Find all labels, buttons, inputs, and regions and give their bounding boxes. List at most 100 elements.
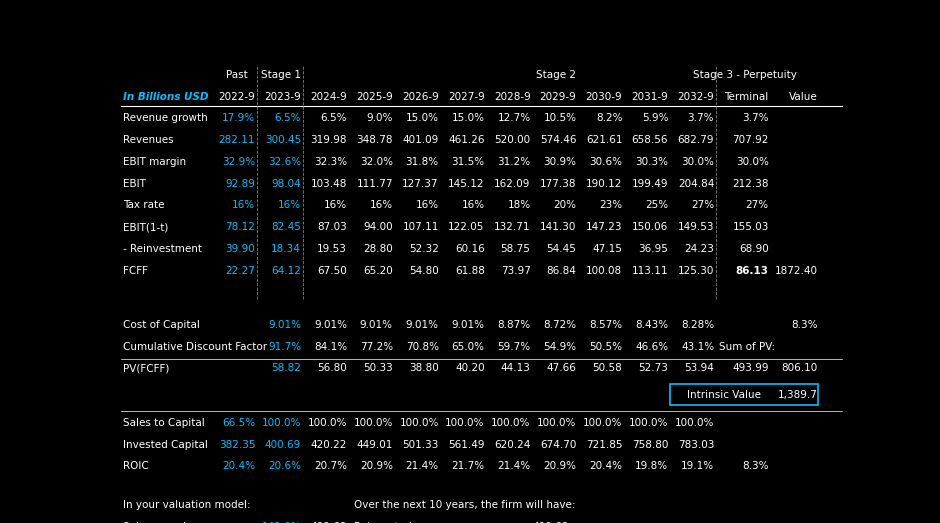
Text: 100.0%: 100.0% — [675, 418, 714, 428]
Text: 100.0%: 100.0% — [261, 418, 301, 428]
Text: 6.5%: 6.5% — [321, 113, 347, 123]
Bar — [670, 384, 818, 405]
Text: 100.0%: 100.0% — [446, 418, 485, 428]
Text: 2027-9: 2027-9 — [448, 92, 485, 101]
Text: 54.80: 54.80 — [409, 266, 439, 276]
Text: 70.8%: 70.8% — [406, 342, 439, 351]
Text: 100.0%: 100.0% — [400, 418, 439, 428]
Text: 43.1%: 43.1% — [681, 342, 714, 351]
Text: 67.50: 67.50 — [317, 266, 347, 276]
Text: 111.77: 111.77 — [356, 178, 393, 189]
Text: 54.45: 54.45 — [546, 244, 576, 254]
Text: 3.7%: 3.7% — [743, 113, 769, 123]
Text: 17.9%: 17.9% — [222, 113, 255, 123]
Text: 56.80: 56.80 — [317, 363, 347, 373]
Text: 20%: 20% — [554, 200, 576, 210]
Text: 8.57%: 8.57% — [589, 320, 622, 330]
Text: 52.32: 52.32 — [409, 244, 439, 254]
Text: 212.38: 212.38 — [732, 178, 769, 189]
Text: Sum of PV:: Sum of PV: — [718, 342, 775, 351]
Text: 103.48: 103.48 — [310, 178, 347, 189]
Text: 100.0%: 100.0% — [629, 418, 668, 428]
Text: 50.58: 50.58 — [592, 363, 622, 373]
Text: 19.8%: 19.8% — [635, 461, 668, 471]
Text: EBIT: EBIT — [122, 178, 146, 189]
Text: 2022-9: 2022-9 — [218, 92, 255, 101]
Text: 39.90: 39.90 — [226, 244, 255, 254]
Text: 2032-9: 2032-9 — [678, 92, 714, 101]
Text: 82.45: 82.45 — [272, 222, 301, 232]
Text: 449.01: 449.01 — [356, 439, 393, 450]
Text: 16%: 16% — [369, 200, 393, 210]
Text: Stage 1: Stage 1 — [261, 70, 301, 80]
Text: 674.70: 674.70 — [540, 439, 576, 450]
Text: 31.8%: 31.8% — [406, 157, 439, 167]
Text: 1872.40: 1872.40 — [775, 266, 818, 276]
Text: 300.45: 300.45 — [265, 135, 301, 145]
Text: 12.7%: 12.7% — [497, 113, 530, 123]
Text: 73.97: 73.97 — [501, 266, 530, 276]
Text: 65.20: 65.20 — [363, 266, 393, 276]
Text: 21.4%: 21.4% — [406, 461, 439, 471]
Text: 190.12: 190.12 — [586, 178, 622, 189]
Text: 58.75: 58.75 — [501, 244, 530, 254]
Text: 28.80: 28.80 — [363, 244, 393, 254]
Text: 621.61: 621.61 — [586, 135, 622, 145]
Text: 1,389.7: 1,389.7 — [777, 390, 818, 400]
Text: 30.0%: 30.0% — [682, 157, 714, 167]
Text: - Reinvestment: - Reinvestment — [122, 244, 201, 254]
Text: 92.89: 92.89 — [226, 178, 255, 189]
Text: 32.3%: 32.3% — [314, 157, 347, 167]
Text: 2029-9: 2029-9 — [540, 92, 576, 101]
Text: 64.12: 64.12 — [272, 266, 301, 276]
Text: 61.88: 61.88 — [455, 266, 485, 276]
Text: EBIT margin: EBIT margin — [122, 157, 186, 167]
Text: 47.15: 47.15 — [592, 244, 622, 254]
Text: 78.12: 78.12 — [226, 222, 255, 232]
Text: 147.23: 147.23 — [586, 222, 622, 232]
Text: 27%: 27% — [691, 200, 714, 210]
Text: 36.95: 36.95 — [638, 244, 668, 254]
Text: 18.34: 18.34 — [272, 244, 301, 254]
Text: 8.87%: 8.87% — [497, 320, 530, 330]
Text: 348.78: 348.78 — [356, 135, 393, 145]
Text: 9.01%: 9.01% — [360, 320, 393, 330]
Text: 382.35: 382.35 — [219, 439, 255, 450]
Text: 620.24: 620.24 — [494, 439, 530, 450]
Text: 132.71: 132.71 — [494, 222, 530, 232]
Text: 91.7%: 91.7% — [268, 342, 301, 351]
Text: 21.4%: 21.4% — [497, 461, 530, 471]
Text: 204.84: 204.84 — [678, 178, 714, 189]
Text: 22.27: 22.27 — [226, 266, 255, 276]
Text: 24.23: 24.23 — [684, 244, 714, 254]
Text: 9.01%: 9.01% — [406, 320, 439, 330]
Text: 10.5%: 10.5% — [543, 113, 576, 123]
Text: 65.0%: 65.0% — [451, 342, 485, 351]
Text: 20.4%: 20.4% — [589, 461, 622, 471]
Text: 100.0%: 100.0% — [307, 418, 347, 428]
Text: 282.11: 282.11 — [219, 135, 255, 145]
Text: FCFF: FCFF — [122, 266, 148, 276]
Text: 98.04: 98.04 — [272, 178, 301, 189]
Text: 84.1%: 84.1% — [314, 342, 347, 351]
Text: 18%: 18% — [508, 200, 530, 210]
Text: 721.85: 721.85 — [586, 439, 622, 450]
Text: 5.9%: 5.9% — [642, 113, 668, 123]
Text: 100.0%: 100.0% — [492, 418, 530, 428]
Text: 40.20: 40.20 — [455, 363, 485, 373]
Text: Stage 3 - Perpetuity: Stage 3 - Perpetuity — [693, 70, 797, 80]
Text: 149.53: 149.53 — [678, 222, 714, 232]
Text: 66.5%: 66.5% — [222, 418, 255, 428]
Text: 107.11: 107.11 — [402, 222, 439, 232]
Text: 8.3%: 8.3% — [791, 320, 818, 330]
Text: 501.33: 501.33 — [402, 439, 439, 450]
Text: 3.7%: 3.7% — [688, 113, 714, 123]
Text: Over the next 10 years, the firm will have:: Over the next 10 years, the firm will ha… — [353, 501, 575, 510]
Text: 806.10: 806.10 — [781, 363, 818, 373]
Text: Past: Past — [227, 70, 248, 80]
Text: EBIT(1-t): EBIT(1-t) — [122, 222, 168, 232]
Text: 47.66: 47.66 — [546, 363, 576, 373]
Text: 20.9%: 20.9% — [360, 461, 393, 471]
Text: 23%: 23% — [599, 200, 622, 210]
Text: 100.0%: 100.0% — [537, 418, 576, 428]
